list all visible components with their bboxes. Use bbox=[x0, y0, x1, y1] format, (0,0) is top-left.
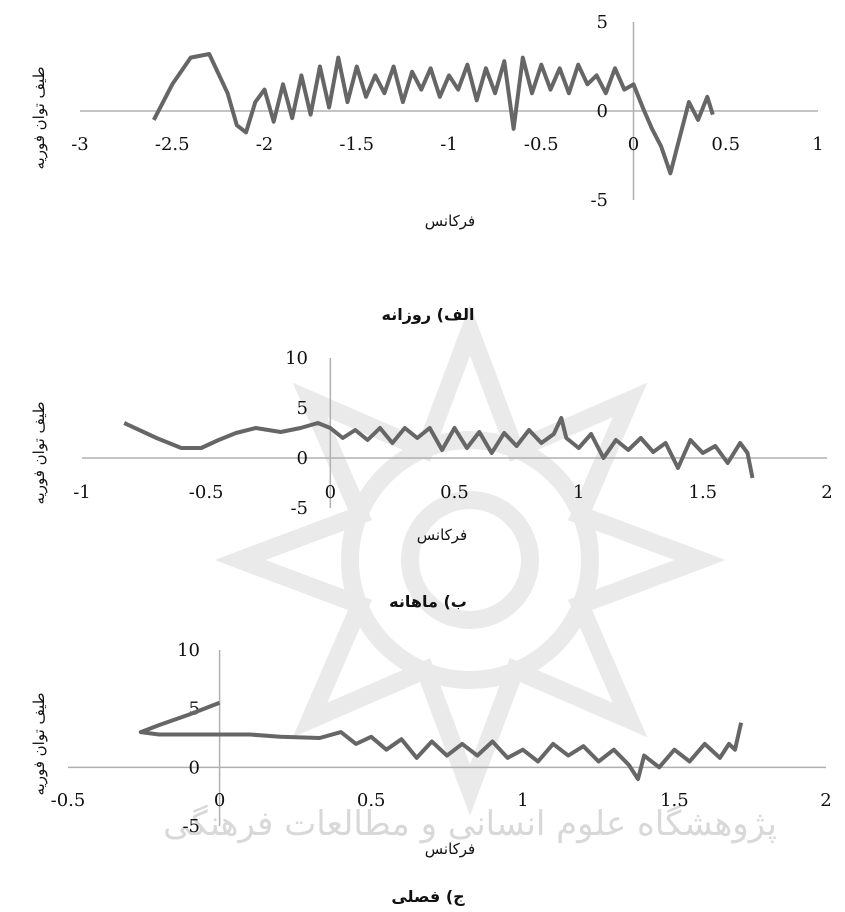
x-tick-label: 0 bbox=[325, 482, 336, 503]
x-tick-label: 0 bbox=[628, 134, 639, 155]
y-tick-label: -5 bbox=[590, 190, 608, 211]
x-tick-label: 0.5 bbox=[440, 482, 469, 503]
series-line bbox=[123, 416, 755, 479]
x-axis-title: فرکانس bbox=[425, 212, 475, 230]
y-axis-title: طیف توان فوریه bbox=[30, 692, 48, 795]
x-tick-label: -0.5 bbox=[189, 482, 224, 503]
y-tick-labels: 5 0 -5 bbox=[590, 12, 608, 211]
x-tick-labels: -3 -2.5 -2 -1.5 -1 -0.5 0 0.5 1 bbox=[71, 134, 824, 155]
x-tick-label: 1.5 bbox=[660, 790, 689, 811]
series-line bbox=[152, 52, 715, 176]
x-tick-label: -1 bbox=[73, 482, 91, 503]
x-axis-title: فرکانس bbox=[425, 840, 475, 858]
x-tick-label: -0.5 bbox=[524, 134, 559, 155]
x-tick-label: -1.5 bbox=[339, 134, 374, 155]
y-tick-label: 5 bbox=[597, 12, 608, 33]
x-tick-label: 0.5 bbox=[357, 790, 386, 811]
x-tick-label: -2 bbox=[256, 134, 274, 155]
chart-monthly: -1 -0.5 0 0.5 1 1.5 2 10 5 0 -5 فرکانس طیف توان ف… bbox=[30, 348, 833, 611]
y-axis-title: طیف توان فوریه bbox=[30, 401, 48, 504]
x-tick-label: 1 bbox=[573, 482, 584, 503]
y-tick-label: 5 bbox=[189, 699, 200, 720]
series-line bbox=[138, 700, 744, 782]
x-tick-label: 1.5 bbox=[689, 482, 718, 503]
chart-caption: ب) ماهانه bbox=[389, 592, 467, 611]
chart-caption: الف) روزانه bbox=[382, 305, 475, 324]
y-tick-labels: 10 5 0 -5 bbox=[177, 640, 200, 837]
chart-seasonal: -0.5 0 0.5 1 1.5 2 10 5 0 -5 فرکانس طیف توان فور… bbox=[30, 640, 832, 906]
y-tick-label: 0 bbox=[597, 101, 608, 122]
y-tick-labels: 10 5 0 -5 bbox=[285, 348, 308, 519]
x-tick-label: 2 bbox=[820, 790, 831, 811]
y-axis-title: طیف توان فوریه bbox=[30, 66, 48, 169]
x-tick-labels: -0.5 0 0.5 1 1.5 2 bbox=[51, 790, 832, 811]
x-tick-label: 2 bbox=[821, 482, 832, 503]
y-tick-label: -5 bbox=[290, 498, 308, 519]
chart-daily: -3 -2.5 -2 -1.5 -1 -0.5 0 0.5 1 5 0 -5 فرکانس طیف … bbox=[30, 12, 824, 324]
y-tick-label: 10 bbox=[177, 640, 200, 661]
x-tick-label: -0.5 bbox=[51, 790, 86, 811]
x-tick-label: -3 bbox=[71, 134, 89, 155]
x-tick-label: 1 bbox=[517, 790, 528, 811]
y-tick-label: 10 bbox=[285, 348, 308, 369]
chart-caption: ج) فصلی bbox=[391, 887, 465, 906]
y-tick-label: -5 bbox=[182, 816, 200, 837]
x-tick-label: 1 bbox=[812, 134, 823, 155]
x-axis-title: فرکانس bbox=[417, 526, 467, 544]
x-tick-labels: -1 -0.5 0 0.5 1 1.5 2 bbox=[73, 482, 833, 503]
x-tick-label: -1 bbox=[440, 134, 458, 155]
x-tick-label: 0.5 bbox=[711, 134, 740, 155]
x-tick-label: 0 bbox=[214, 790, 225, 811]
y-tick-label: 0 bbox=[189, 757, 200, 778]
y-tick-label: 5 bbox=[297, 398, 308, 419]
x-tick-label: -2.5 bbox=[155, 134, 190, 155]
y-tick-label: 0 bbox=[297, 448, 308, 469]
